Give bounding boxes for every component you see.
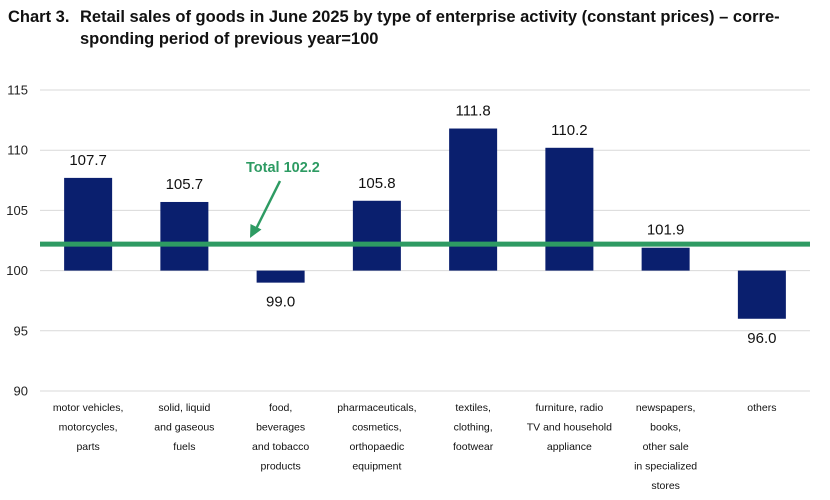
category-label: footwear (453, 441, 494, 453)
category-label: in specialized (634, 461, 697, 473)
category-label: appliance (547, 441, 592, 453)
data-label: 99.0 (266, 294, 295, 311)
category-label: solid, liquid (158, 402, 210, 414)
bar (449, 128, 498, 271)
category-label: products (260, 461, 300, 473)
total-label: Total 102.2 (246, 160, 320, 176)
category-label: parts (76, 441, 99, 453)
data-label: 111.8 (455, 103, 490, 120)
category-label: other sale (643, 441, 689, 453)
bar (160, 201, 209, 271)
data-label: 101.9 (647, 222, 685, 239)
category-label: fuels (173, 441, 195, 453)
total-arrow-shaft (254, 180, 282, 230)
category-label: others (747, 402, 776, 414)
category-label: newspapers, (636, 402, 696, 414)
category-label: pharmaceuticals, (337, 402, 416, 414)
bar (545, 147, 594, 271)
y-tick-label: 95 (14, 323, 28, 338)
bar (641, 247, 690, 271)
bar (64, 177, 113, 271)
y-tick-label: 115 (7, 83, 28, 98)
category-label: and gaseous (154, 422, 214, 434)
category-label: clothing, (454, 422, 493, 434)
data-label: 105.7 (166, 176, 204, 193)
data-label: 107.7 (69, 152, 107, 169)
category-label: books, (650, 422, 681, 434)
chart-title-line1: Retail sales of goods in June 2025 by ty… (80, 8, 780, 26)
data-label: 105.8 (358, 175, 396, 192)
chart-number: Chart 3. (8, 8, 70, 26)
chart-title-line2: sponding period of previous year=100 (80, 30, 379, 48)
data-label: 110.2 (551, 122, 587, 139)
category-label: textiles, (455, 402, 491, 414)
category-label: cosmetics, (352, 422, 402, 434)
bar (352, 200, 401, 271)
bar (737, 270, 786, 319)
category-label: motor vehicles, (53, 402, 124, 414)
bar (256, 270, 305, 283)
category-label: furniture, radio (536, 402, 604, 414)
y-tick-label: 90 (14, 384, 28, 399)
y-tick-label: 110 (7, 143, 28, 158)
y-tick-label: 100 (6, 263, 28, 278)
category-label: stores (651, 480, 680, 492)
category-label: motorcycles, (59, 422, 118, 434)
category-label: TV and household (527, 422, 612, 434)
total-arrow-head (250, 224, 262, 238)
y-tick-label: 105 (6, 203, 28, 218)
category-label: orthopaedic (349, 441, 404, 453)
data-label: 96.0 (747, 330, 776, 347)
category-label: equipment (352, 461, 401, 473)
category-label: food, (269, 402, 292, 414)
category-label: and tobacco (252, 441, 309, 453)
chart-title: Chart 3. Retail sales of goods in June 20… (8, 6, 828, 50)
category-label: beverages (256, 422, 305, 434)
